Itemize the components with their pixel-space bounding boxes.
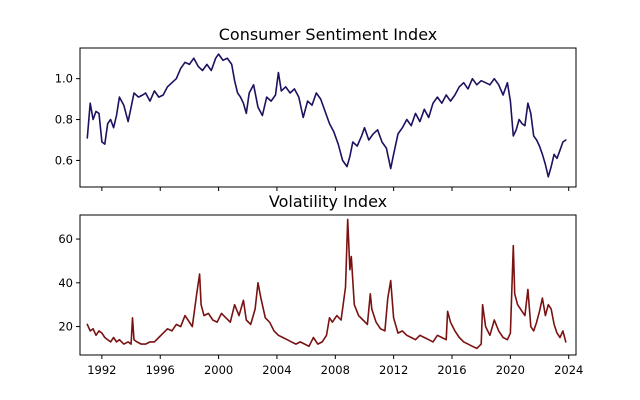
x-tick-label: 2016 bbox=[437, 363, 466, 377]
y-tick-label: 20 bbox=[58, 320, 73, 334]
x-tick-label: 2024 bbox=[554, 363, 583, 377]
volatility-index-chart: Volatility Index 20 40 60 1992 1996 2000 2004 2… bbox=[58, 192, 583, 377]
y-tick-label: 0.8 bbox=[55, 113, 73, 127]
consumer-sentiment-chart: Consumer Sentiment Index 0.6 0.8 1.0 bbox=[55, 25, 577, 191]
axes-frame bbox=[79, 47, 577, 188]
x-tick-label: 1996 bbox=[146, 363, 175, 377]
series-line bbox=[86, 53, 567, 178]
chart-title: Volatility Index bbox=[269, 192, 387, 211]
x-tick-label: 2020 bbox=[496, 363, 525, 377]
chart-title: Consumer Sentiment Index bbox=[219, 25, 438, 44]
y-tick-label: 1.0 bbox=[55, 72, 73, 86]
x-tick-label: 2012 bbox=[379, 363, 408, 377]
y-tick-label: 60 bbox=[58, 232, 73, 246]
x-tick-label: 2008 bbox=[321, 363, 350, 377]
x-tick-label: 2004 bbox=[262, 363, 291, 377]
x-tick-label: 2000 bbox=[204, 363, 233, 377]
y-tick-label: 40 bbox=[58, 276, 73, 290]
axes-frame bbox=[79, 214, 577, 356]
series-line bbox=[86, 218, 567, 350]
x-tick-label: 1992 bbox=[87, 363, 116, 377]
y-tick-label: 0.6 bbox=[55, 153, 73, 167]
